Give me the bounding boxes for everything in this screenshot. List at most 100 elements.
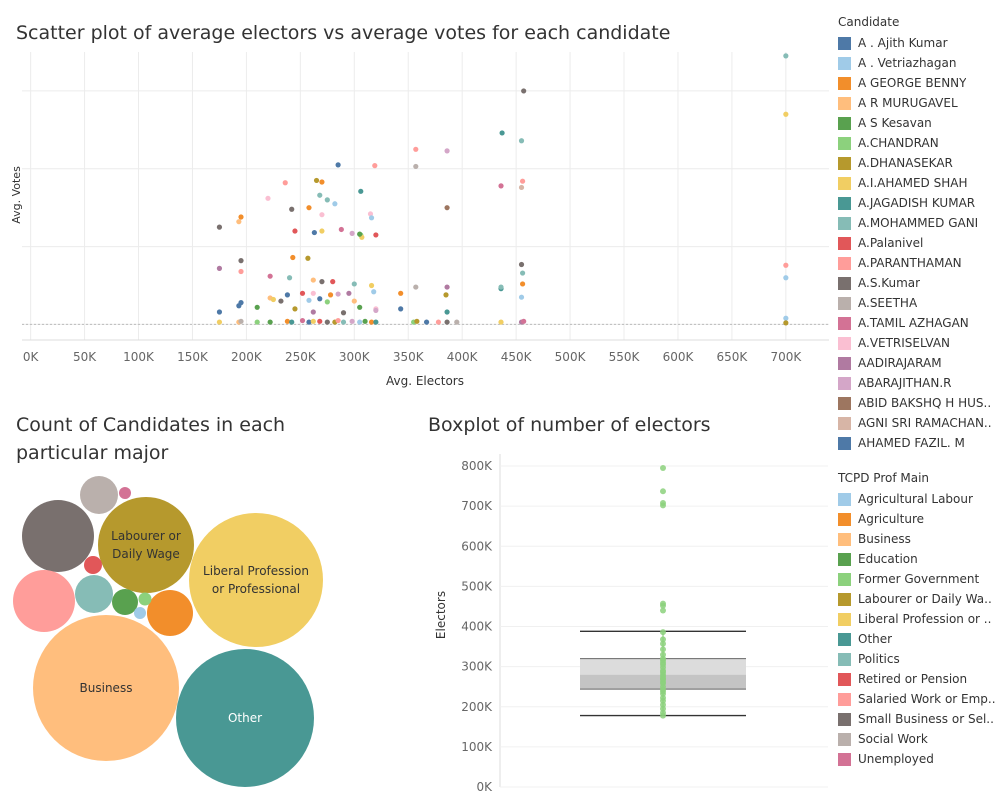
candidate-legend-item[interactable]: A.TAMIL AZHAGAN [838, 313, 998, 333]
scatter-point[interactable] [783, 320, 789, 326]
bubble[interactable] [84, 556, 102, 574]
candidate-legend-item[interactable]: A . Ajith Kumar [838, 33, 998, 53]
boxplot-chart[interactable]: 0K 100K 200K 300K 400K 500K 600K 700K 800K Elect… [420, 449, 840, 799]
scatter-point[interactable] [783, 262, 789, 268]
scatter-point[interactable] [292, 306, 298, 312]
scatter-point[interactable] [289, 206, 295, 212]
box-point[interactable] [660, 651, 666, 658]
scatter-point[interactable] [783, 53, 789, 59]
scatter-point[interactable] [349, 230, 355, 236]
scatter-point[interactable] [338, 226, 344, 233]
scatter-point[interactable] [310, 277, 316, 283]
box-point[interactable] [660, 607, 666, 614]
candidate-legend-item[interactable]: ABID BAKSHQ H HUS.. [838, 393, 998, 413]
profession-legend-item[interactable]: Other [838, 629, 998, 649]
scatter-point[interactable] [332, 201, 338, 207]
scatter-point[interactable] [444, 319, 450, 325]
scatter-point[interactable] [346, 290, 352, 296]
scatter-point[interactable] [310, 290, 316, 296]
profession-legend-item[interactable]: Salaried Work or Emp.. [838, 689, 998, 709]
bubble[interactable] [138, 592, 152, 606]
scatter-point[interactable] [357, 231, 363, 237]
bubble[interactable] [75, 575, 113, 613]
profession-legend-item[interactable]: Retired or Pension [838, 669, 998, 689]
bubble[interactable] [134, 607, 146, 619]
candidate-legend-item[interactable]: AGNI SRI RAMACHAN.. [838, 413, 998, 433]
scatter-point[interactable] [290, 254, 296, 261]
scatter-point[interactable] [289, 319, 295, 325]
scatter-point[interactable] [435, 319, 442, 325]
profession-legend-item[interactable]: Business [838, 529, 998, 549]
scatter-point[interactable] [373, 319, 379, 325]
scatter-point[interactable] [499, 130, 505, 136]
scatter-point[interactable] [444, 309, 450, 315]
scatter-point[interactable] [317, 192, 323, 198]
profession-legend-item[interactable]: Unemployed [838, 749, 998, 769]
scatter-point[interactable] [357, 304, 363, 310]
scatter-point[interactable] [373, 307, 379, 314]
scatter-point[interactable] [372, 163, 378, 169]
bubble[interactable] [176, 649, 314, 787]
scatter-point[interactable] [423, 319, 430, 325]
scatter-point[interactable] [368, 282, 375, 289]
candidate-legend-item[interactable]: A R MURUGAVEL [838, 93, 998, 113]
scatter-point[interactable] [306, 319, 312, 325]
scatter-chart[interactable]: 0K 50K 100K 150K 200K 250K 300K 350K 400K 450K 500… [0, 0, 830, 400]
candidate-legend-item[interactable]: A.CHANDRAN [838, 133, 998, 153]
scatter-point[interactable] [282, 180, 288, 186]
scatter-point[interactable] [340, 319, 347, 325]
bubble[interactable] [112, 589, 138, 615]
scatter-point[interactable] [371, 289, 377, 295]
scatter-point[interactable] [443, 292, 449, 298]
profession-legend-item[interactable]: Former Government [838, 569, 998, 589]
scatter-point[interactable] [319, 179, 325, 185]
scatter-point[interactable] [519, 281, 526, 287]
scatter-point[interactable] [518, 294, 525, 300]
scatter-point[interactable] [306, 297, 312, 303]
scatter-point[interactable] [413, 163, 419, 170]
bubble[interactable] [22, 500, 94, 572]
scatter-point[interactable] [238, 214, 244, 220]
scatter-point[interactable] [521, 88, 527, 94]
scatter-point[interactable] [444, 148, 450, 154]
scatter-point[interactable] [284, 292, 291, 298]
scatter-point[interactable] [783, 111, 789, 117]
bubble[interactable] [119, 487, 131, 499]
scatter-point[interactable] [310, 318, 316, 324]
profession-legend-item[interactable]: Politics [838, 649, 998, 669]
scatter-point[interactable] [324, 197, 330, 203]
scatter-point[interactable] [254, 319, 260, 325]
scatter-point[interactable] [216, 309, 223, 315]
profession-legend-item[interactable]: Agriculture [838, 509, 998, 529]
box-point[interactable] [660, 502, 666, 509]
candidate-legend-item[interactable]: A GEORGE BENNY [838, 73, 998, 93]
scatter-point[interactable] [265, 195, 271, 201]
box-point[interactable] [660, 640, 666, 647]
scatter-point[interactable] [335, 162, 341, 168]
scatter-point[interactable] [310, 309, 316, 315]
scatter-point[interactable] [498, 319, 504, 325]
candidate-legend-item[interactable]: A.SEETHA [838, 293, 998, 313]
candidate-legend-item[interactable]: AHAMED FAZIL. M [838, 433, 998, 453]
scatter-point[interactable] [368, 215, 375, 221]
scatter-point[interactable] [324, 319, 330, 325]
box-point[interactable] [660, 629, 666, 636]
scatter-point[interactable] [413, 146, 419, 152]
candidate-legend-item[interactable]: A.S.Kumar [838, 273, 998, 293]
scatter-point[interactable] [367, 211, 374, 217]
scatter-point[interactable] [358, 188, 364, 194]
bubble[interactable] [147, 590, 193, 636]
scatter-point[interactable] [286, 275, 293, 281]
scatter-point[interactable] [216, 265, 223, 271]
bubble[interactable] [33, 615, 179, 761]
scatter-point[interactable] [327, 292, 334, 298]
scatter-point[interactable] [311, 229, 317, 236]
scatter-point[interactable] [306, 205, 312, 211]
scatter-point[interactable] [330, 279, 336, 285]
scatter-point[interactable] [319, 279, 325, 285]
scatter-point[interactable] [267, 319, 273, 325]
box-point[interactable] [660, 636, 666, 643]
scatter-point[interactable] [351, 281, 357, 287]
scatter-point[interactable] [519, 270, 526, 276]
bubble-chart[interactable]: Business Liberal Profession or Professiona… [0, 470, 340, 800]
